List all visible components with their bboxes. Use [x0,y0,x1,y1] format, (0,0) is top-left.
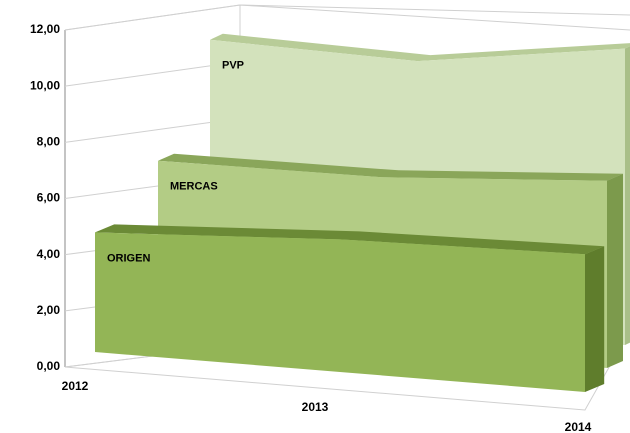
x-tick-label: 2014 [565,420,592,433]
area-top [210,33,630,62]
series-label: MERCAS [170,181,218,193]
area-side [585,246,605,392]
area-side [625,46,630,345]
y-tick-label: 4,00 [37,247,61,261]
area-top [158,153,623,181]
y-tick-label: 0,00 [37,359,61,373]
y-tick-label: 12,00 [30,22,60,36]
series-label: PVP [222,60,244,72]
y-tick-label: 2,00 [37,303,61,317]
grid-line [64,4,630,31]
y-tick-label: 8,00 [37,135,61,149]
area-face [95,232,585,392]
series-label: ORIGEN [107,252,150,264]
area-side [607,173,623,368]
x-tick-label: 2013 [302,400,329,414]
y-tick-label: 10,00 [30,78,60,92]
area-top [95,224,605,255]
y-tick-label: 6,00 [37,191,61,205]
x-tick-label: 2012 [62,379,89,393]
